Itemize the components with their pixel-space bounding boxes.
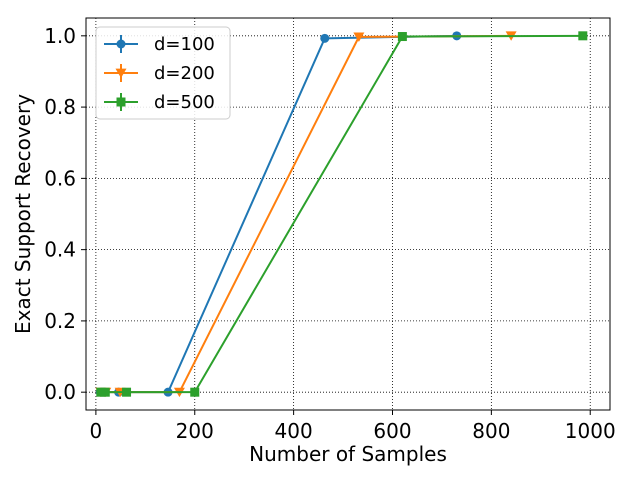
legend-label: d=100: [154, 34, 215, 55]
y-axis-label: Exact Support Recovery: [11, 94, 35, 334]
data-point: [100, 387, 110, 397]
legend: d=100 d=200 d=500: [95, 26, 231, 120]
data-point: [397, 32, 407, 42]
legend-marker: [116, 39, 126, 49]
y-tick-label: 0.2: [44, 309, 76, 333]
y-tick-label: 0.8: [44, 95, 76, 119]
data-point: [122, 387, 132, 397]
y-tick-label: 0.6: [44, 166, 76, 190]
x-tick-label: 200: [176, 419, 214, 443]
legend-box: [95, 26, 231, 120]
legend-item: d=200: [104, 63, 215, 84]
x-tick-label: 600: [373, 419, 411, 443]
y-tick-label: 0.4: [44, 238, 76, 262]
data-point: [320, 33, 330, 43]
series-layer: [95, 31, 588, 398]
y-tick-label: 1.0: [44, 24, 76, 48]
data-point: [190, 387, 200, 397]
x-tick-label: 800: [472, 419, 510, 443]
legend-marker: [116, 97, 126, 107]
series-2: [96, 31, 588, 397]
legend-item: d=100: [104, 34, 215, 55]
axis-ticks: 0 200 400 600 800 1000 0.0 0.2 0.4 0.6 0.8 1.0: [44, 24, 615, 443]
legend-label: d=500: [154, 92, 215, 113]
legend-label: d=200: [154, 63, 215, 84]
legend-marker: [115, 68, 127, 78]
data-point: [578, 31, 588, 41]
x-tick-label: 400: [275, 419, 313, 443]
plot-frame: [85, 17, 611, 411]
data-point: [353, 32, 365, 42]
legend-item: d=500: [104, 92, 215, 113]
y-tick-label: 0.0: [44, 380, 76, 404]
x-tick-label: 1000: [565, 419, 616, 443]
x-tick-label: 0: [90, 419, 103, 443]
x-axis-label: Number of Samples: [249, 442, 447, 466]
